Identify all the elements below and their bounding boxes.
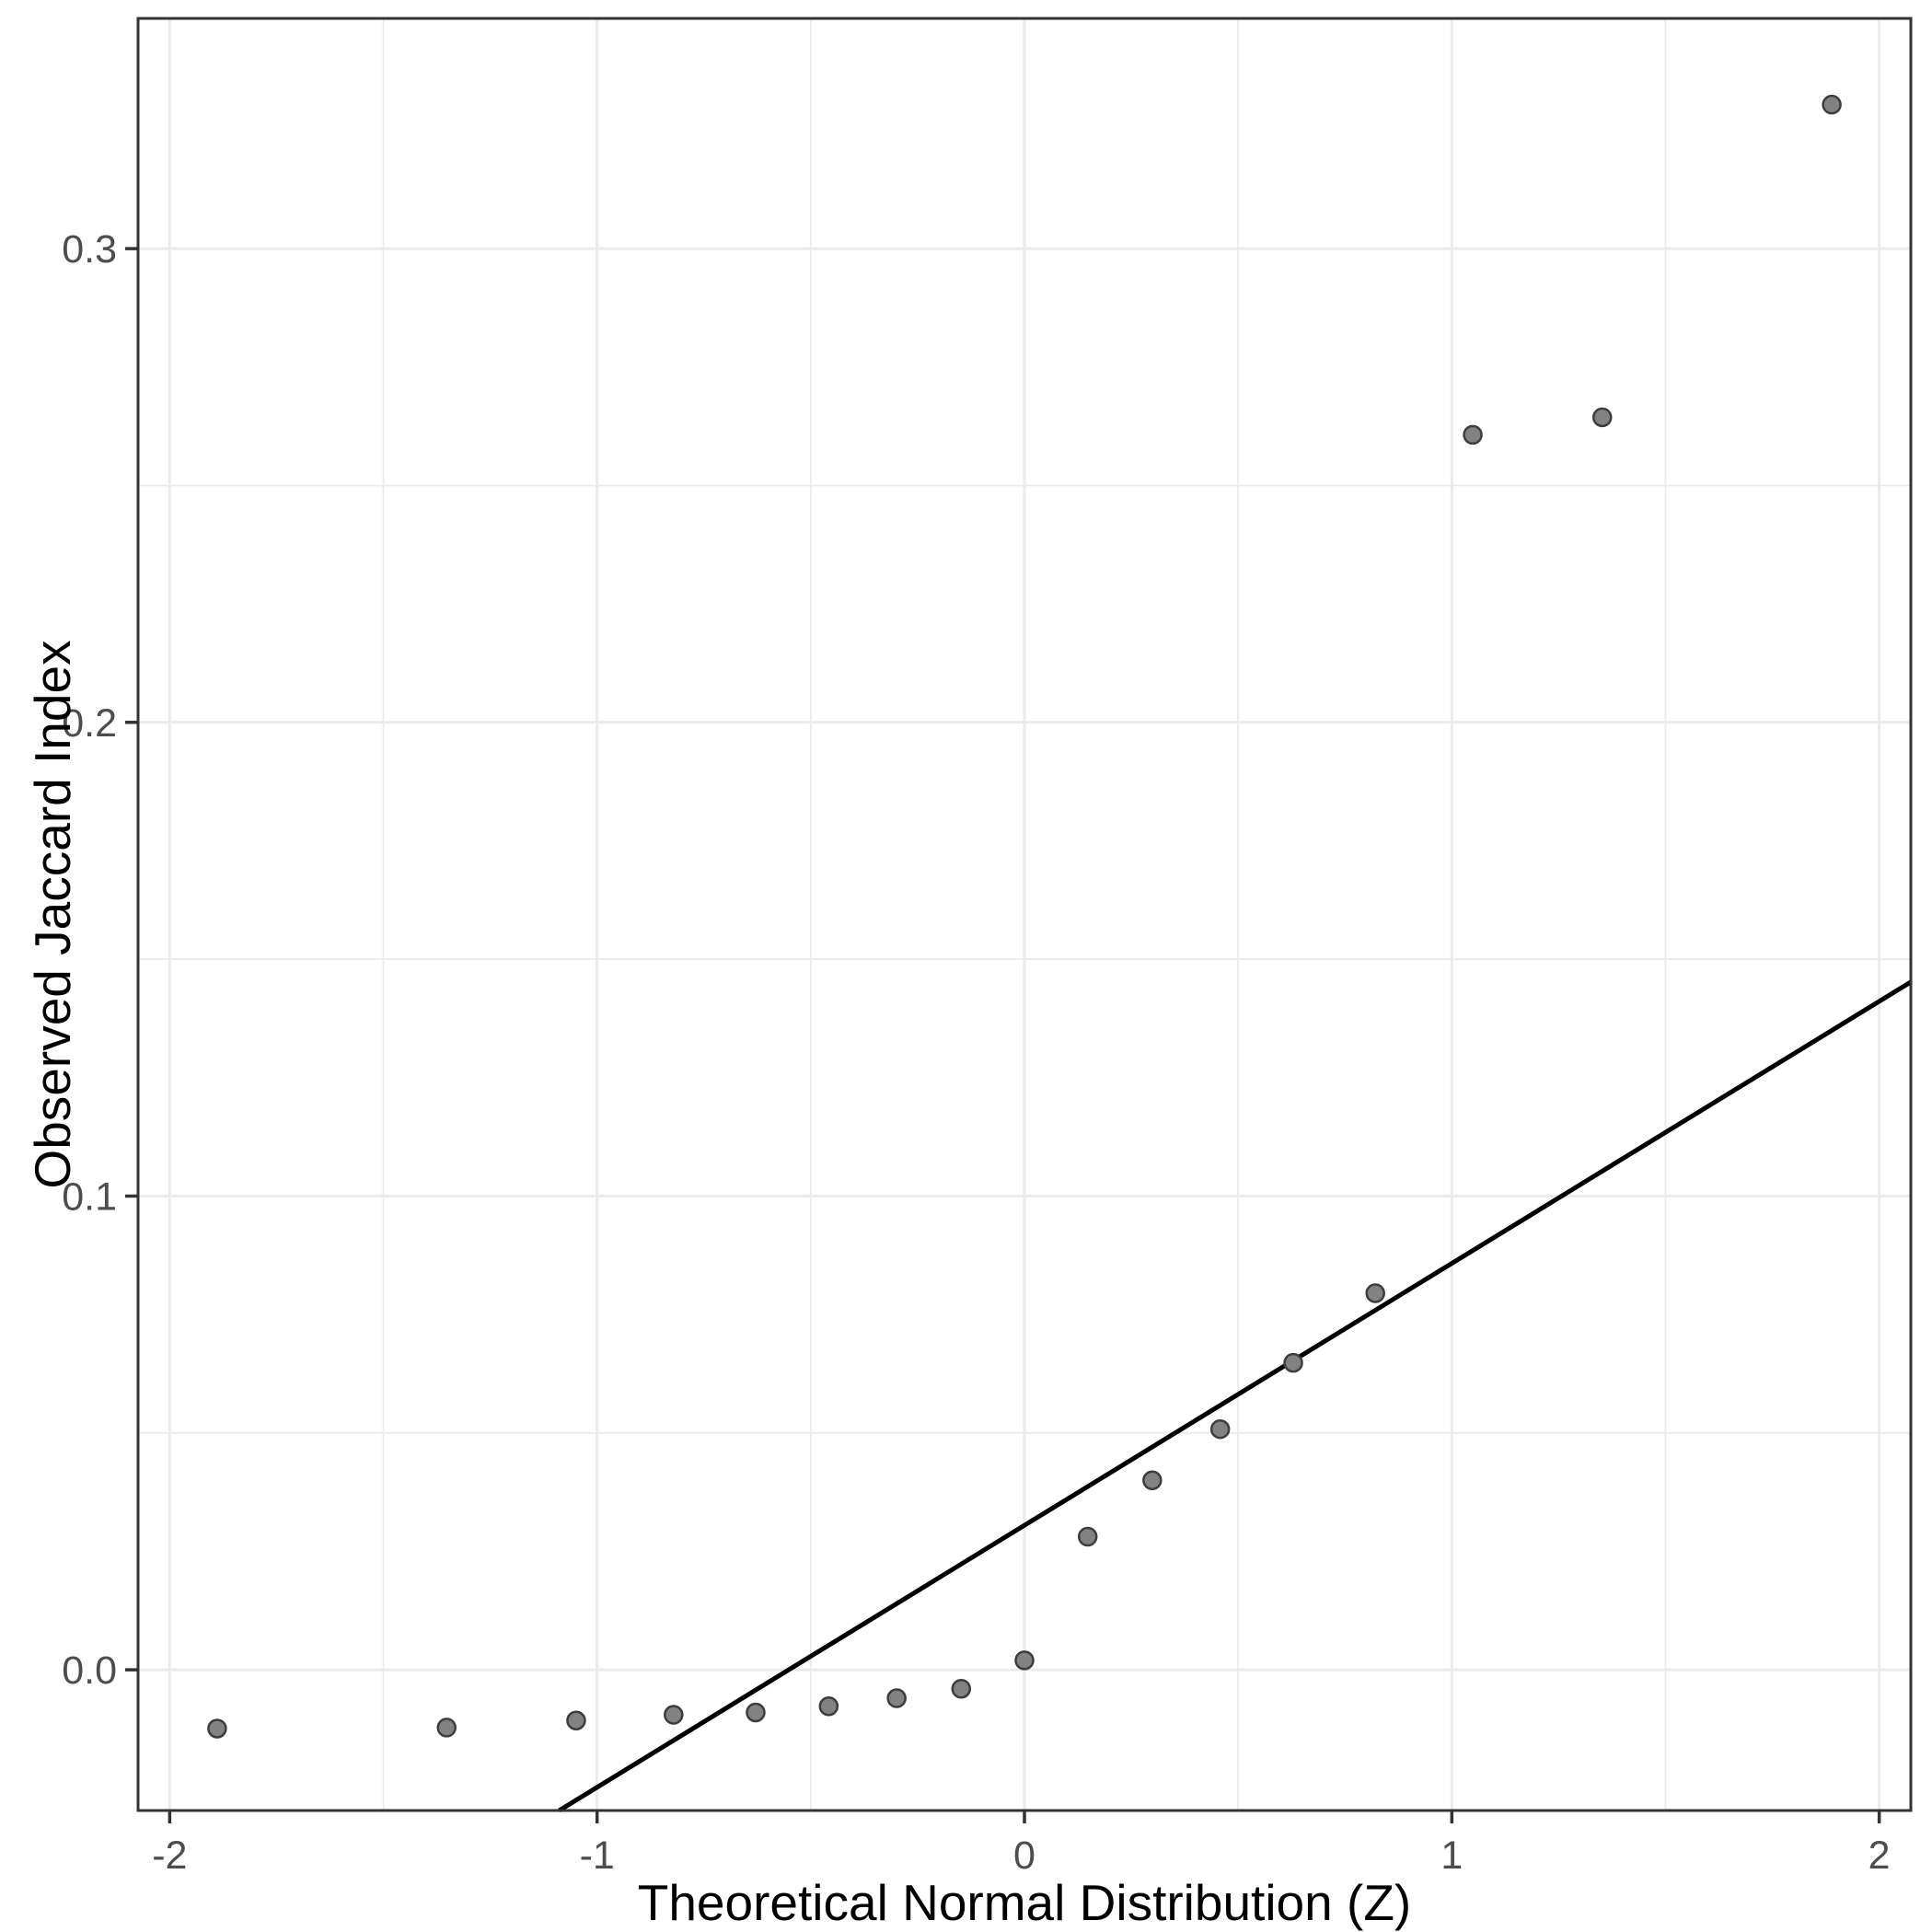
data-point — [886, 1688, 907, 1708]
y-tick-label: 0.2 — [62, 701, 117, 746]
data-point — [1592, 407, 1613, 428]
data-point — [1077, 1526, 1098, 1547]
x-tick-label: 1 — [1440, 1834, 1463, 1878]
axis-ticks — [125, 247, 1881, 1823]
x-axis-title: Theoretical Normal Distribution (Z) — [638, 1874, 1412, 1931]
data-point — [1365, 1283, 1385, 1303]
data-point — [746, 1702, 766, 1723]
data-point — [1209, 1418, 1231, 1440]
y-tick-label: 0.0 — [62, 1649, 117, 1693]
major-gridlines — [138, 18, 1911, 1811]
x-tick-label: 0 — [1013, 1834, 1035, 1878]
data-point — [1142, 1470, 1163, 1491]
data-point — [1822, 94, 1842, 115]
data-point — [951, 1678, 972, 1699]
data-point — [1463, 424, 1483, 445]
data-point — [1014, 1650, 1035, 1671]
y-tick-label: 0.1 — [62, 1174, 117, 1219]
data-point — [436, 1718, 457, 1738]
axis-tick-labels: -2 -1 0 1 2 0.0 0.1 0.2 0.3 — [62, 227, 1890, 1878]
x-tick-label: -2 — [152, 1834, 187, 1878]
data-layer — [207, 94, 1913, 1813]
y-tick-label: 0.3 — [62, 227, 117, 272]
data-point — [1283, 1352, 1303, 1373]
qq-reference-line — [558, 979, 1913, 1813]
y-axis-title: Observed Jaccard Index — [24, 640, 81, 1188]
data-point — [818, 1696, 839, 1717]
x-tick-label: 2 — [1868, 1834, 1891, 1878]
data-point — [566, 1710, 586, 1730]
data-point — [207, 1718, 227, 1739]
data-point — [664, 1705, 684, 1725]
x-tick-label: -1 — [580, 1834, 615, 1878]
